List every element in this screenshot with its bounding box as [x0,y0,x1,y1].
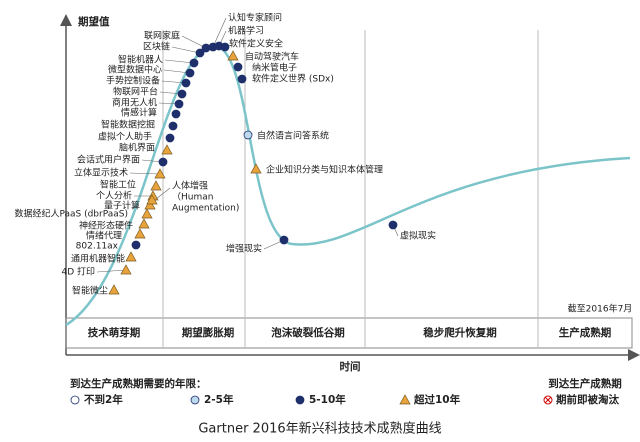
marker-dark [174,99,184,109]
marker-triangle [141,208,153,219]
legend-label: 5-10年 [309,393,346,406]
phase-label: 期望膨胀期 [182,326,235,339]
phase-dividers [162,30,539,348]
node-label: 微型数据中心 [108,64,162,76]
marker-dark [177,89,187,99]
node-label: 商用无人机 [112,97,157,109]
leader-line [171,46,201,54]
phase-label: 技术萌芽期 [88,326,141,339]
node-label: 脑机界面 [119,142,155,154]
node-label: 802.11ax [76,242,119,252]
marker-triangle [150,180,162,191]
y-axis-label: 期望值 [78,15,110,28]
node-label: 增强现实 [226,243,262,255]
node-label: 虚拟现实 [400,230,436,242]
marker-triangle [134,228,146,239]
phase-label: 稳步爬升恢复期 [423,326,497,339]
obsolete-label: 期前即被淘汰 [556,393,619,406]
marker-light [243,130,253,140]
marker-white [70,395,80,405]
node-label: 神经形态硬件 [79,220,133,232]
marker-triangle [250,163,262,174]
marker-dark [189,58,199,68]
as-of: 截至2016年7月 [568,303,633,315]
marker-triangle [144,199,156,210]
leader-line [181,35,207,49]
node-label: 纳米管电子 [252,62,297,74]
node-label: Augmentation) [172,204,239,214]
leader-line [164,59,195,64]
marker-dark [195,48,205,58]
node-label: 通用机器智能 [71,253,125,265]
node-label: 数据经纪人PaaS (dbrPaaS) [14,208,128,220]
marker-dark [220,42,230,52]
node-label: 量子计算 [104,200,140,212]
phase-label: 泡沫破裂低谷期 [271,326,345,339]
node-label: 智能微尘 [72,285,108,297]
legend-label: 2-5年 [204,393,234,406]
marker-dark [158,157,168,167]
node-label: 软件定义世界 (SDx) [252,73,334,85]
marker-triangle [125,251,137,262]
node-label: 人体增强 [172,180,208,192]
marker-dark [233,62,243,72]
marker-triangle [161,144,173,155]
marker-dark [295,395,305,405]
marker-dark [168,121,178,131]
obsolete-icon [544,396,552,404]
node-label: 情感计算 [121,107,157,119]
marker-triangle [146,194,158,205]
node-label: 智能工位 [100,179,136,191]
obsolete-title: 到达生产成熟期 [548,377,622,390]
node-label: 个人分析 [96,190,132,202]
marker-dark [279,235,289,245]
node-label: 企业知识分类与知识本体管理 [266,164,383,176]
node-label: 虚拟个人助手 [98,131,152,143]
marker-dark [171,109,181,119]
node-label: 认知专家顾问 [228,12,282,24]
leader-line [129,172,161,175]
marker-triangle [108,284,120,295]
node-label: 立体显示技术 [74,167,128,179]
legend-label: 超过10年 [413,393,461,406]
caption: Gartner 2016年新兴科技技术成熟度曲线 [198,421,441,437]
marker-dark [181,78,191,88]
legend-title: 到达生产成熟期需要的年限： [70,377,207,390]
node-label: 区块链 [143,41,170,53]
marker-triangle [138,218,150,229]
node-label: 情绪代理 [86,230,122,242]
marker-dark [185,68,195,78]
node-label: 会话式用户界面 [77,154,140,166]
node-label: 智能机器人 [118,54,163,66]
marker-triangle [154,168,166,179]
marker-dark [131,240,141,250]
leader-line [96,269,127,273]
legend-label: 不到2年 [84,393,123,406]
phase-band [65,317,633,349]
marker-dark [388,220,398,230]
node-label: 联网家庭 [144,30,180,42]
phase-label: 生产成熟期 [559,326,612,339]
node-label: 物联网平台 [113,86,158,98]
marker-dark [237,74,247,84]
node-label: 手势控制设备 [106,75,160,87]
marker-triangle [227,50,239,61]
marker-light [190,395,200,405]
node-label: 4D 打印 [61,266,95,278]
leader-line [155,187,171,200]
node-label: 智能数据挖掘 [101,119,155,131]
marker-dark [165,133,175,143]
marker-triangle [120,264,132,275]
leader-line [212,17,227,48]
node-label: 机器学习 [228,25,264,37]
node-label: 自动驾驶汽车 [245,51,299,63]
marker-triangle [399,394,411,405]
hype-curve [65,44,631,327]
node-label: （Human [172,192,213,203]
x-axis-label: 时间 [340,360,361,373]
node-label: 软件定义安全 [229,38,283,50]
node-label: 自然语言问答系统 [257,130,329,142]
